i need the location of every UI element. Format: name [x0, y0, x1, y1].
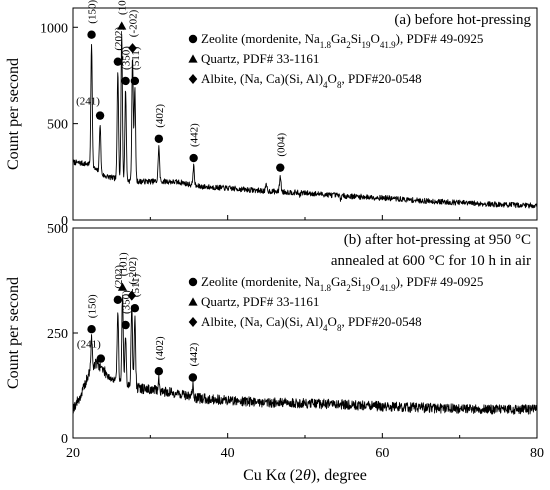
- xrd-trace: [72, 34, 538, 209]
- peak-label: (004): [275, 133, 287, 157]
- y-axis-title: Count per second: [5, 277, 22, 389]
- legend-marker: [188, 317, 198, 327]
- peak-label: (442): [188, 342, 200, 366]
- panel-title: (a) before hot-pressing: [394, 12, 531, 28]
- panel-a: 0 500 1000 Count per second (a) before hot-p…: [5, 0, 538, 229]
- peak-label: (202): [113, 27, 125, 51]
- peak-marker: [188, 373, 198, 382]
- x-tick-label: 40: [221, 446, 235, 461]
- peak-marker: [113, 57, 123, 66]
- y-axis-title: Count per second: [5, 58, 22, 170]
- peak-label: (101): [117, 252, 129, 276]
- peak-marker: [276, 163, 285, 172]
- legend: Zeolite (mordenite, Na1.8Ga2Si19O41.9), …: [188, 274, 483, 333]
- legend-marker: [188, 74, 198, 84]
- panel-b: 0 250 500 20 40 60 80 Count per second Cu Kα (2θ…: [5, 222, 544, 484]
- y-tick-label: 500: [47, 118, 68, 133]
- x-tick-label: 20: [66, 446, 80, 461]
- peak-marker: [121, 76, 130, 86]
- peak-label: (202): [113, 265, 125, 289]
- peak-label: (241): [76, 96, 100, 108]
- peak-label: (241): [77, 339, 101, 351]
- peak-marker: [130, 304, 140, 313]
- x-axis-title: Cu Kα (2θ), degree: [243, 467, 367, 484]
- peak-marker: [189, 153, 198, 163]
- peak-marker: [87, 30, 96, 39]
- y-tick-label: 250: [47, 327, 68, 342]
- y-tick-label: 500: [47, 222, 68, 237]
- peak-marker: [128, 43, 137, 54]
- legend-entry: Quartz, PDF# 33-1161: [201, 294, 319, 309]
- peak-marker: [96, 354, 106, 363]
- xrd-trace: [72, 294, 538, 415]
- peak-label: (150): [87, 294, 99, 318]
- peak-marker: [154, 367, 164, 376]
- peak-marker: [117, 21, 127, 30]
- legend-entry: Quartz, PDF# 33-1161: [201, 51, 319, 66]
- peak-label: (442): [189, 123, 201, 147]
- peak-marker: [127, 290, 137, 301]
- peak-label: (-202): [127, 257, 139, 285]
- peak-label: (-202): [128, 9, 140, 37]
- peak-marker: [95, 111, 105, 120]
- peak-label: (350): [121, 46, 133, 70]
- peak-marker: [154, 134, 164, 143]
- legend-entry: Albite, (Na, Ca)(Si, Al)4O8, PDF#20-0548: [201, 314, 422, 333]
- x-tick-label: 60: [375, 446, 389, 461]
- peak-marker: [130, 76, 140, 86]
- peak-marker: [117, 282, 128, 291]
- peak-label: (402): [154, 336, 166, 360]
- panel-title: (b) after hot-pressing at 950 °C: [344, 232, 531, 248]
- x-tick-label: 80: [530, 446, 544, 461]
- peak-label: (511): [130, 273, 142, 297]
- legend-entry: Albite, (Na, Ca)(Si, Al)4O8, PDF#20-0548: [201, 71, 422, 90]
- peak-label: (511): [130, 46, 142, 70]
- panel-subtitle: annealed at 600 °C for 10 h in air: [331, 253, 531, 269]
- legend-entry: Zeolite (mordenite, Na1.8Ga2Si19O41.9), …: [201, 31, 483, 50]
- y-tick-label: 0: [61, 432, 68, 447]
- y-tick-label: 0: [61, 214, 68, 229]
- peak-label: (402): [154, 104, 166, 128]
- legend-marker: [188, 297, 198, 306]
- peak-label: (150): [87, 0, 99, 24]
- legend: Zeolite (mordenite, Na1.8Ga2Si19O41.9), …: [188, 31, 483, 90]
- legend-marker: [188, 34, 198, 44]
- peak-marker: [121, 320, 130, 330]
- y-tick-label: 1000: [40, 21, 68, 36]
- legend-marker: [188, 277, 198, 287]
- peak-marker: [113, 295, 123, 304]
- peak-marker: [87, 325, 96, 334]
- legend-entry: Zeolite (mordenite, Na1.8Ga2Si19O41.9), …: [201, 274, 483, 293]
- legend-marker: [188, 54, 198, 63]
- peak-label: (101): [117, 0, 129, 15]
